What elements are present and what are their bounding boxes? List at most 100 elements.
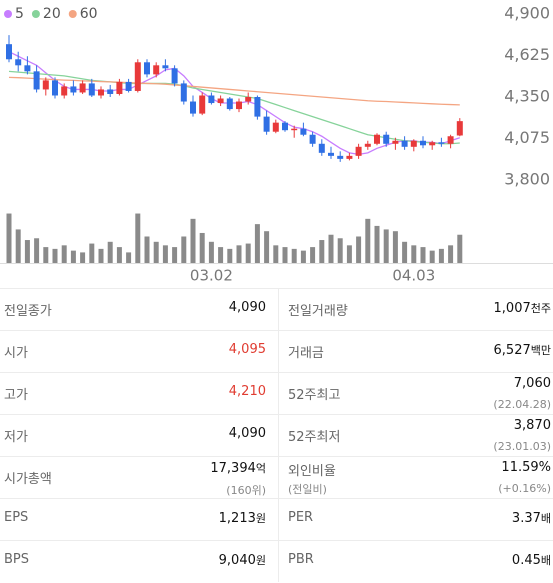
volume-bar [144,236,150,263]
table-cell: 시가 4,095 [0,331,279,372]
table-cell: PER 3.37배 [279,499,553,540]
table-row: 저가 4,090 52주최저 3,870 (23.01.03) [0,414,553,456]
value-text: 7,060 [513,376,551,391]
value-unit: 배 [540,512,551,525]
candle-body [15,59,22,66]
cell-value: 4,095 [229,342,266,357]
volume-bar [245,243,251,263]
cell-value: 17,394억 [210,460,266,476]
volume-bar [383,229,389,263]
candle-body [144,62,150,75]
cell-value: 4,210 [229,384,266,399]
cell-label: 외인비율 [288,464,336,479]
value-text: 4,090 [228,300,266,315]
candle-body [456,121,463,136]
candle-body [33,71,40,90]
candle-body [263,116,270,132]
candle-body [125,81,132,91]
volume-bar [43,247,49,263]
cell-value: 0.45배 [512,552,551,568]
candle-body [162,65,169,69]
volume-bar [356,236,362,263]
candle-body [88,83,95,96]
candle-body [199,95,206,114]
value-text: 0.45 [511,553,541,568]
candle-body [190,101,196,114]
legend-label: 5 [15,6,24,22]
y-tick-label: 3,800 [504,170,550,189]
volume-bar [264,231,270,263]
value-text: 4,210 [228,384,266,399]
volume-bar [227,248,233,263]
cell-label: 전일종가 [4,304,52,319]
volume-bar [52,248,58,263]
table-row: 고가 4,210 52주최고 7,060 (22.04.28) [0,372,553,414]
chart: 4,900 4,625 4,350 4,075 3,800 03.02 04.03 5 20 60 [0,4,553,285]
cell-label: PBR [288,552,314,567]
volume-bar [392,231,398,263]
volume-bar [218,247,224,263]
cell-sub: (23.01.03) [493,440,551,453]
candle-body [272,122,279,132]
candle-body [134,62,141,91]
volume-bar [80,252,86,263]
y-tick-label: 4,900 [504,4,550,23]
volume-bar [6,213,12,263]
volume-bar [291,248,297,263]
candle-body [171,68,178,84]
value-unit: 천주 [530,302,551,315]
table-cell: 시가총액 17,394억 (160위) [0,457,279,498]
cell-sub: (160위) [226,484,266,497]
volume-bar [153,241,159,263]
cell-label: 52주최저 [288,430,341,445]
volume-bar [107,241,113,263]
table-cell: BPS 9,040원 [0,541,279,582]
stock-table: 전일종가 4,090 전일거래량 1,007천주 시가 4,095 거래금 6,527백만 고가… [0,288,553,582]
candle-body [153,65,160,75]
value-text: 4,090 [228,426,266,441]
value-text: 1,007 [493,301,531,316]
cell-value: 1,007천주 [494,300,551,316]
y-tick-label: 4,350 [504,87,550,106]
cell-value: 1,213원 [219,510,266,526]
volume-bar [429,250,435,263]
candle-body [282,122,288,131]
candle-body [24,65,31,72]
candle-body [236,101,242,110]
volume-bar [24,240,30,263]
table-row: BPS 9,040원 PBR 0.45배 [0,540,553,582]
cell-value: 3.37배 [512,510,551,526]
candle-body [328,152,334,156]
ma-line [8,70,460,145]
candle-body [254,97,261,117]
candle-body [346,155,353,159]
legend-dot [31,10,40,18]
table-row: 시가 4,095 거래금 6,527백만 [0,330,553,372]
volume-bar [135,213,141,263]
legend-dot [68,10,77,18]
volume-bar [319,240,325,263]
value-text: 17,394 [210,461,256,476]
y-tick-label: 4,625 [504,45,550,64]
cell-label: EPS [4,510,29,525]
candle-body [52,80,58,96]
candle-body [226,98,233,110]
cell-label: 전일거래량 [288,304,348,319]
value-text: 9,040 [218,553,256,568]
table-cell: 52주최저 3,870 (23.01.03) [279,415,553,456]
candle-body [355,146,362,156]
cell-sub: (22.04.28) [493,398,551,411]
volume-bar [411,245,417,263]
ma-line [8,76,460,106]
table-cell: 전일거래량 1,007천주 [279,289,553,330]
volume-bar [61,245,67,263]
candle-body [410,140,417,147]
candle-body [6,44,12,60]
table-cell: 외인비율 (전일비) 11.59% (+0.16%) [279,457,553,498]
table-cell: 52주최고 7,060 (22.04.28) [279,373,553,414]
volume-bar [162,245,168,263]
candle-body [300,128,307,135]
cell-label: 52주최고 [288,388,341,403]
cell-sub: (+0.16%) [498,482,551,495]
table-cell: 전일종가 4,090 [0,289,279,330]
